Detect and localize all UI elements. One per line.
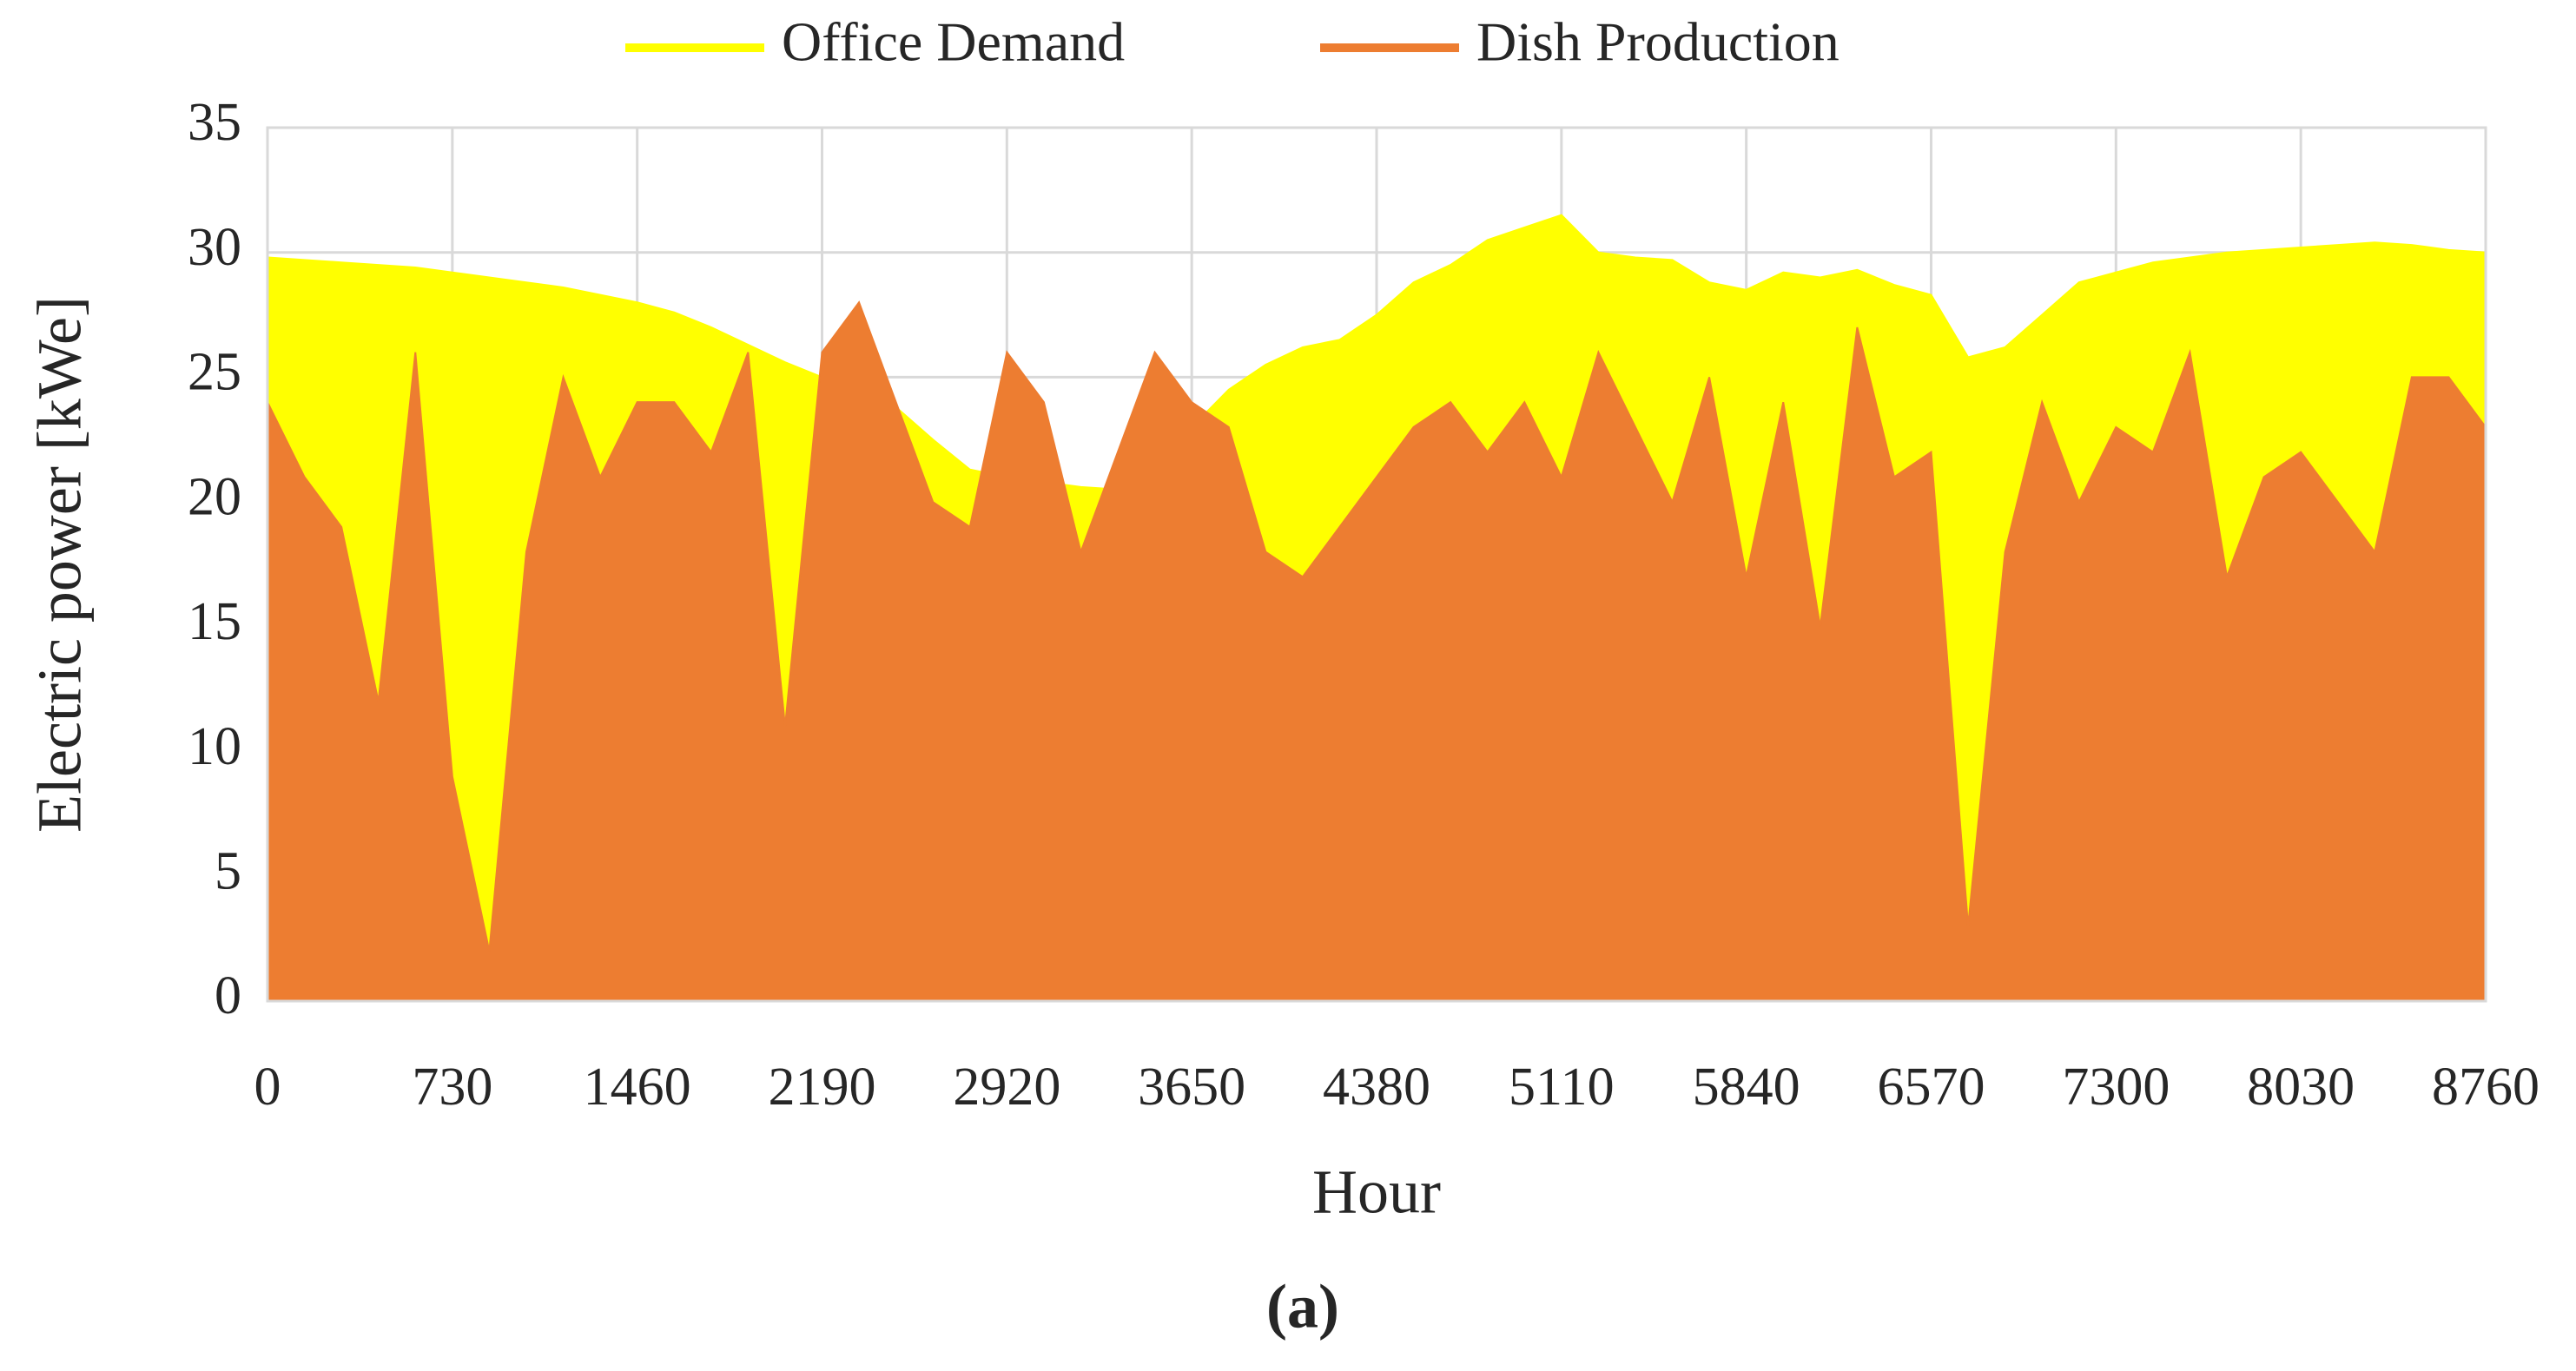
area (267, 300, 2487, 1002)
y-tick-label: 5 (215, 842, 241, 901)
y-tick-label: 25 (188, 343, 241, 402)
x-tick-label: 1460 (584, 1058, 691, 1117)
y-tick-label: 30 (188, 218, 241, 277)
x-tick-label: 4380 (1323, 1058, 1430, 1117)
y-tick-label: 20 (188, 467, 241, 526)
x-tick-label: 8030 (2247, 1058, 2355, 1117)
x-tick-label: 5840 (1693, 1058, 1800, 1117)
legend-label: Dish Production (1476, 11, 1840, 73)
y-tick-label: 15 (188, 592, 241, 651)
plot-border (266, 126, 2487, 1003)
y-tick-label: 35 (188, 93, 241, 152)
x-tick-label: 0 (254, 1058, 281, 1117)
x-tick-label: 8760 (2432, 1058, 2540, 1117)
x-tick-label: 5110 (1509, 1058, 1615, 1117)
legend-label: Office Demand (782, 11, 1125, 73)
y-tick-label: 10 (188, 717, 241, 776)
x-axis-label: Hour (1312, 1157, 1441, 1227)
x-tick-label: 3650 (1138, 1058, 1245, 1117)
y-axis-label: Electric power [kWe] (25, 296, 95, 833)
x-tick-label: 2920 (953, 1058, 1060, 1117)
x-tick-label: 2190 (769, 1058, 876, 1117)
caption: (a) (1266, 1272, 1339, 1341)
x-tick-label: 7300 (2062, 1058, 2170, 1117)
y-tick-label: 0 (215, 966, 241, 1025)
x-tick-label: 6570 (1878, 1058, 1985, 1117)
x-tick-label: 730 (412, 1058, 492, 1117)
